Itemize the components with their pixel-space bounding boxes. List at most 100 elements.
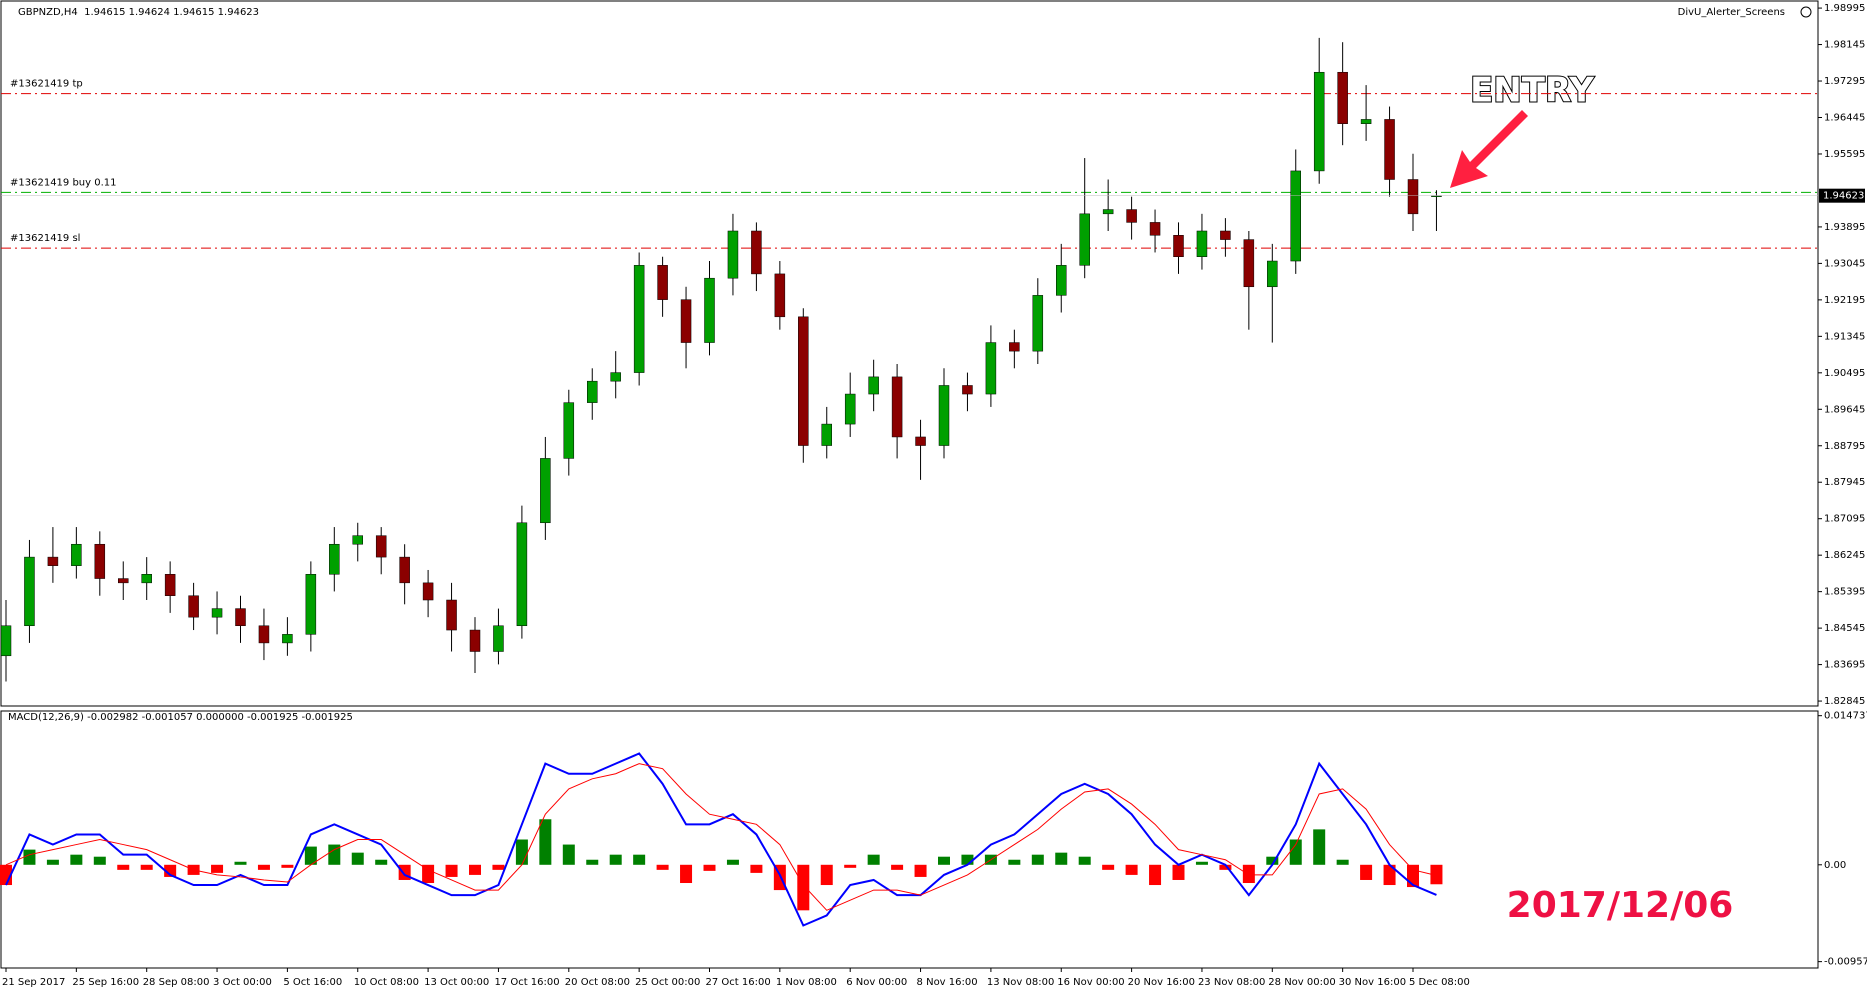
candle-body — [1407, 179, 1419, 215]
order-label: #13621419 tp — [10, 79, 83, 90]
candle-body — [704, 277, 715, 343]
candle-body — [1009, 342, 1020, 352]
candle-body — [24, 556, 35, 627]
macd-bar — [445, 864, 458, 877]
macd-bar — [1031, 854, 1044, 865]
macd-bar — [703, 864, 716, 871]
macd-bar — [1430, 864, 1443, 885]
x-tick-label: 13 Nov 08:00 — [987, 977, 1054, 988]
candle-body — [446, 599, 457, 631]
x-tick-label: 30 Nov 16:00 — [1339, 977, 1406, 988]
candle-body — [1220, 230, 1231, 240]
x-tick-label: 1 Nov 08:00 — [776, 977, 837, 988]
candle-body — [1056, 265, 1067, 296]
x-tick-label: 3 Oct 00:00 — [213, 977, 272, 988]
macd-bar — [375, 859, 388, 865]
macd-bar — [70, 854, 83, 865]
macd-bar — [539, 819, 552, 865]
macd-bar — [117, 864, 130, 870]
order-label: #13621419 sl — [10, 233, 80, 244]
x-tick-label: 25 Sep 16:00 — [72, 977, 139, 988]
candle-body — [141, 574, 152, 584]
x-tick-label: 20 Oct 08:00 — [565, 977, 630, 988]
macd-title: MACD(12,26,9) -0.002982 -0.001057 0.0000… — [8, 712, 353, 723]
candle-body — [727, 230, 739, 279]
macd-bar — [891, 864, 904, 870]
candle-body — [985, 342, 997, 395]
macd-bar — [422, 864, 435, 884]
candle-body — [94, 543, 106, 579]
macd-bar — [820, 864, 833, 886]
y-tick-label: 1.85395 — [1824, 587, 1865, 598]
y-tick-label: 1.93045 — [1824, 258, 1865, 269]
macd-bar — [1383, 864, 1396, 886]
macd-bar — [1336, 859, 1349, 865]
macd-bar — [211, 864, 224, 873]
candle-body — [1102, 209, 1114, 215]
macd-bar — [656, 864, 669, 870]
candle-body — [282, 634, 293, 644]
macd-bar — [1172, 864, 1185, 880]
macd-bar — [680, 864, 693, 884]
candle-body — [516, 522, 528, 627]
candle-body — [47, 556, 59, 566]
candle-body — [0, 625, 12, 657]
x-tick-label: 5 Oct 16:00 — [283, 977, 342, 988]
candle-body — [821, 423, 832, 446]
candle-body — [938, 385, 950, 446]
candle-body — [844, 393, 856, 425]
x-tick-label: 23 Nov 08:00 — [1198, 977, 1265, 988]
candle-body — [493, 625, 504, 652]
y-tick-label: 1.98145 — [1824, 40, 1865, 51]
macd-bar — [844, 864, 857, 868]
candle-body — [164, 574, 176, 596]
chart-header: GBPNZD,H4 1.94615 1.94624 1.94615 1.9462… — [18, 7, 259, 18]
macd-bar — [234, 861, 247, 865]
macd-bar — [1313, 829, 1326, 865]
x-tick-label: 25 Oct 00:00 — [635, 977, 700, 988]
macd-bar — [1219, 864, 1232, 870]
x-tick-label: 16 Nov 00:00 — [1057, 977, 1124, 988]
candle-body — [657, 265, 668, 300]
macd-bar — [1266, 856, 1279, 865]
macd-bar — [257, 864, 270, 870]
candle-body — [1384, 119, 1395, 180]
candle-body — [1149, 222, 1161, 236]
y-tick-label: 1.86245 — [1824, 550, 1865, 561]
macd-bar — [562, 844, 575, 865]
candle-body — [329, 543, 340, 575]
candle-body — [305, 574, 317, 635]
macd-bar — [164, 864, 177, 877]
macd-bar — [797, 864, 810, 911]
macd-bar — [586, 859, 599, 865]
x-tick-label: 6 Nov 00:00 — [846, 977, 907, 988]
x-tick-label: 10 Oct 08:00 — [354, 977, 419, 988]
y-tick-label: 1.87095 — [1824, 514, 1865, 525]
main-frame — [0, 0, 1819, 707]
y-tick-label: 1.97295 — [1824, 76, 1865, 87]
indicator-name: DivU_Alerter_Screens — [1678, 7, 1785, 18]
smiley-icon — [1800, 6, 1812, 18]
macd-line — [5, 752, 1437, 927]
macd-bar — [1149, 864, 1162, 886]
x-tick-label: 21 Sep 2017 — [2, 977, 65, 988]
candle-body — [798, 316, 809, 446]
macd-bar — [1360, 864, 1373, 880]
candle-body — [235, 608, 246, 627]
macd-bar — [609, 854, 622, 865]
y-tick-label: 1.98995 — [1824, 3, 1865, 14]
macd-bar — [1102, 864, 1115, 870]
candle-body — [680, 299, 692, 343]
macd-bar — [961, 854, 974, 865]
x-tick-label: 20 Nov 16:00 — [1128, 977, 1195, 988]
candle-body — [868, 376, 879, 395]
macd-bar — [23, 849, 36, 865]
order-label: #13621419 buy 0.11 — [10, 177, 117, 188]
x-tick-label: 28 Nov 00:00 — [1268, 977, 1335, 988]
macd-bar — [914, 864, 927, 877]
candle-body — [1173, 235, 1184, 257]
macd-frame — [0, 710, 1819, 969]
macd-bar — [938, 856, 950, 865]
macd-bar — [140, 864, 153, 870]
